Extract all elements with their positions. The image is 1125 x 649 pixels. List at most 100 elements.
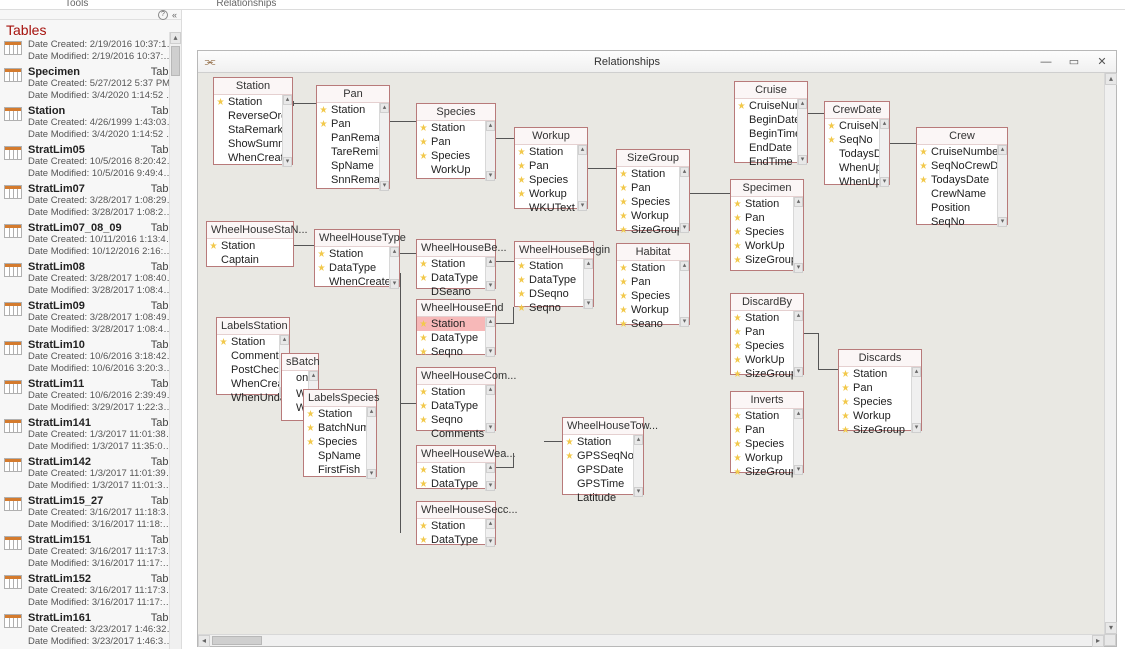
field-item[interactable]: CrewName xyxy=(917,187,1007,201)
box-scrollbar[interactable]: ▴▾ xyxy=(911,367,921,433)
field-item[interactable]: ReverseOrde xyxy=(214,109,292,123)
relation-table-box[interactable]: DiscardByStationPanSpeciesWorkUpSizeGrou… xyxy=(730,293,804,375)
box-scroll-down-icon[interactable]: ▾ xyxy=(680,223,689,233)
relation-table-box[interactable]: CruiseCruiseNumBeginDateBeginTimeEndDate… xyxy=(734,81,808,163)
box-scrollbar[interactable]: ▴▾ xyxy=(282,95,292,167)
relation-table-box[interactable]: WheelHouseStaN...StationCaptain xyxy=(206,221,294,267)
hscroll-thumb[interactable] xyxy=(212,636,262,645)
box-title[interactable]: WheelHouseTow... xyxy=(563,418,643,435)
box-scroll-up-icon[interactable]: ▴ xyxy=(634,435,643,445)
box-scroll-up-icon[interactable]: ▴ xyxy=(390,247,399,257)
box-scrollbar[interactable]: ▴▾ xyxy=(485,257,495,291)
box-scrollbar[interactable]: ▴▾ xyxy=(633,435,643,497)
field-item[interactable]: Station xyxy=(515,259,593,273)
relationships-canvas[interactable]: StationStationReverseOrdeStaRemarksShowS… xyxy=(198,73,1104,634)
field-item[interactable]: Species xyxy=(417,149,495,163)
box-scrollbar[interactable]: ▴▾ xyxy=(485,121,495,181)
relation-table-box[interactable]: SizeGroupStationPanSpeciesWorkupSizeGrou… xyxy=(616,149,690,231)
relation-table-box[interactable]: WheelHouseBeginStationDataTypeDSeqnoSeqn… xyxy=(514,241,594,307)
field-item[interactable]: Station xyxy=(417,519,495,533)
relation-table-box[interactable]: LabelsStationStationCommentPostCheckWhen… xyxy=(216,317,290,395)
box-scroll-up-icon[interactable]: ▴ xyxy=(486,463,495,473)
box-scrollbar[interactable]: ▴▾ xyxy=(379,103,389,191)
box-scroll-down-icon[interactable]: ▾ xyxy=(998,217,1007,227)
field-item[interactable]: Species xyxy=(839,395,921,409)
box-scroll-down-icon[interactable]: ▾ xyxy=(380,181,389,191)
nav-table-item[interactable]: StratLim142TableDate Created: 1/3/2017 1… xyxy=(0,455,181,494)
relation-table-box[interactable]: WorkupStationPanSpeciesWorkupWKUText▴▾ xyxy=(514,127,588,209)
box-scroll-down-icon[interactable]: ▾ xyxy=(794,367,803,377)
field-item[interactable]: Latitude xyxy=(563,491,643,505)
relation-table-box[interactable]: SpecimenStationPanSpeciesWorkUpSizeGroup… xyxy=(730,179,804,271)
field-item[interactable]: DataType xyxy=(515,273,593,287)
box-scrollbar[interactable]: ▴▾ xyxy=(485,385,495,433)
field-item[interactable]: WorkUp xyxy=(417,163,495,177)
box-title[interactable]: WheelHouseStaN... xyxy=(207,222,293,239)
field-item[interactable]: DataType xyxy=(417,331,495,345)
nav-table-item[interactable]: StratLim07_08_09TableDate Created: 10/11… xyxy=(0,221,181,260)
box-title[interactable]: Discards xyxy=(839,350,921,367)
relation-table-box[interactable]: SpeciesStationPanSpeciesWorkUp▴▾ xyxy=(416,103,496,179)
nav-table-item[interactable]: StratLim05TableDate Created: 10/5/2016 8… xyxy=(0,143,181,182)
nav-table-item[interactable]: StationTableDate Created: 4/26/1999 1:43… xyxy=(0,104,181,143)
box-title[interactable]: Species xyxy=(417,104,495,121)
box-scroll-up-icon[interactable]: ▴ xyxy=(680,261,689,271)
hscroll-right-icon[interactable]: ▸ xyxy=(1092,635,1104,647)
box-scroll-down-icon[interactable]: ▾ xyxy=(794,465,803,475)
box-title[interactable]: Specimen xyxy=(731,180,803,197)
box-scroll-down-icon[interactable]: ▾ xyxy=(680,317,689,327)
field-item[interactable]: TodaysDate xyxy=(917,173,1007,187)
field-item[interactable]: GPSDate xyxy=(563,463,643,477)
box-title[interactable]: WheelHouseEnd xyxy=(417,300,495,317)
relation-table-box[interactable]: WheelHouseTow...StationGPSSeqNoGPSDateGP… xyxy=(562,417,644,495)
box-scrollbar[interactable]: ▴▾ xyxy=(577,145,587,211)
field-item[interactable]: StaRemarks xyxy=(214,123,292,137)
nav-table-item[interactable]: StratLim152TableDate Created: 3/16/2017 … xyxy=(0,572,181,611)
box-scroll-up-icon[interactable]: ▴ xyxy=(880,119,889,129)
box-title[interactable]: WheelHouseType xyxy=(315,230,399,247)
box-scroll-down-icon[interactable]: ▾ xyxy=(486,537,495,547)
box-scroll-down-icon[interactable]: ▾ xyxy=(367,469,376,479)
field-item[interactable]: WhenCreate xyxy=(214,151,292,165)
box-title[interactable]: WheelHouseBegin xyxy=(515,242,593,259)
field-item[interactable]: Station xyxy=(214,95,292,109)
window-minimize-icon[interactable]: — xyxy=(1032,56,1060,68)
box-scroll-up-icon[interactable]: ▴ xyxy=(794,311,803,321)
box-scrollbar[interactable]: ▴▾ xyxy=(793,311,803,377)
nav-table-item[interactable]: SpecimenTableDate Created: 5/27/2012 5:3… xyxy=(0,65,181,104)
relation-table-box[interactable]: WheelHouseSecc...StationDataType▴▾ xyxy=(416,501,496,545)
box-scroll-up-icon[interactable]: ▴ xyxy=(794,197,803,207)
nav-table-list[interactable]: TableDate Created: 2/19/2016 10:37:19 A.… xyxy=(0,38,181,647)
box-scroll-up-icon[interactable]: ▴ xyxy=(578,145,587,155)
box-scroll-up-icon[interactable]: ▴ xyxy=(486,385,495,395)
field-item[interactable]: WhenCreate xyxy=(315,275,399,289)
box-title[interactable]: Workup xyxy=(515,128,587,145)
field-item[interactable]: Seqno xyxy=(417,345,495,359)
box-title[interactable]: LabelsStation xyxy=(217,318,289,335)
relation-table-box[interactable]: LabelsSpeciesStationBatchNumbeSpeciesSpN… xyxy=(303,389,377,477)
box-scroll-up-icon[interactable]: ▴ xyxy=(486,257,495,267)
box-scroll-up-icon[interactable]: ▴ xyxy=(998,145,1007,155)
box-scrollbar[interactable]: ▴▾ xyxy=(793,409,803,475)
box-title[interactable]: Inverts xyxy=(731,392,803,409)
field-item[interactable]: Station xyxy=(417,385,495,399)
field-item[interactable]: Pan xyxy=(417,135,495,149)
box-scroll-down-icon[interactable]: ▾ xyxy=(283,157,292,167)
box-scroll-up-icon[interactable]: ▴ xyxy=(280,335,289,345)
box-scroll-up-icon[interactable]: ▴ xyxy=(798,99,807,109)
box-scrollbar[interactable]: ▴▾ xyxy=(389,247,399,289)
nav-search-icon[interactable]: ? xyxy=(158,10,168,20)
field-item[interactable]: Pan xyxy=(839,381,921,395)
box-scroll-down-icon[interactable]: ▾ xyxy=(390,279,399,289)
box-scroll-down-icon[interactable]: ▾ xyxy=(880,177,889,187)
nav-scrollbar[interactable]: ▴ xyxy=(169,32,181,649)
field-item[interactable]: SeqNoCrewDate xyxy=(917,159,1007,173)
box-scrollbar[interactable]: ▴▾ xyxy=(797,99,807,165)
nav-table-item[interactable]: StratLim07TableDate Created: 3/28/2017 1… xyxy=(0,182,181,221)
box-scroll-up-icon[interactable]: ▴ xyxy=(912,367,921,377)
field-item[interactable]: CruiseNumber xyxy=(917,145,1007,159)
field-item[interactable]: Station xyxy=(563,435,643,449)
box-title[interactable]: sBatch xyxy=(282,354,318,371)
menu-tools[interactable]: Tools xyxy=(35,0,118,9)
field-item[interactable]: Seqno xyxy=(515,301,593,315)
